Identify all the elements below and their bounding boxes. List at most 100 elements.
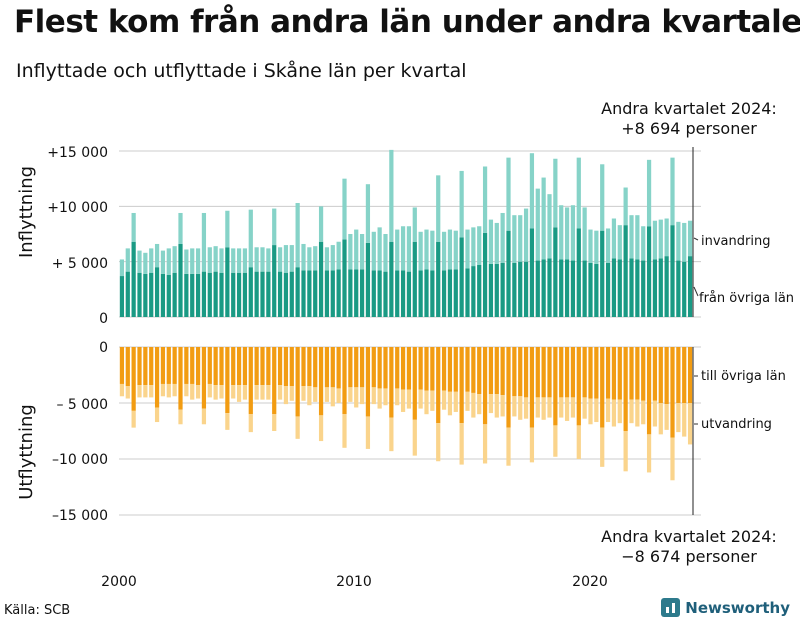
- bar-invandring-75: [559, 205, 564, 260]
- bar-till-ovriga-lan-93: [664, 347, 669, 405]
- bar-utvandring-47: [395, 388, 400, 406]
- bar-till-ovriga-lan-94: [670, 347, 675, 438]
- bar-fran-ovriga-lan-50: [412, 241, 417, 317]
- bar-invandring-37: [336, 241, 341, 270]
- bar-till-ovriga-lan-41: [359, 347, 365, 388]
- bar-invandring-94: [670, 157, 675, 226]
- bar-invandring-43: [371, 231, 376, 271]
- bar-fran-ovriga-lan-30: [295, 267, 300, 317]
- bar-till-ovriga-lan-61: [477, 347, 482, 395]
- bar-till-ovriga-lan-26: [272, 347, 277, 415]
- bar-fran-ovriga-lan-68: [518, 261, 523, 317]
- bar-fran-ovriga-lan-71: [535, 260, 540, 317]
- bar-utvandring-74: [553, 425, 558, 457]
- bar-utvandring-21: [242, 385, 248, 400]
- bar-till-ovriga-lan-51: [418, 347, 423, 390]
- bar-till-ovriga-lan-58: [459, 347, 464, 424]
- bar-fran-ovriga-lan-10: [178, 243, 183, 317]
- bar-fran-ovriga-lan-44: [377, 270, 382, 317]
- bar-fran-ovriga-lan-31: [301, 270, 306, 317]
- bar-invandring-9: [172, 246, 177, 273]
- bar-invandring-50: [412, 207, 417, 242]
- bar-till-ovriga-lan-36: [330, 347, 335, 388]
- bar-fran-ovriga-lan-77: [570, 260, 576, 317]
- bar-utvandring-89: [641, 400, 646, 425]
- bar-utvandring-51: [418, 389, 423, 409]
- bar-utvandring-17: [219, 385, 224, 399]
- bar-fran-ovriga-lan-60: [471, 266, 476, 317]
- y-label-outflow: Utflyttning: [16, 404, 37, 500]
- y-label-inflow: Inflyttning: [16, 166, 37, 258]
- bar-till-ovriga-lan-62: [482, 347, 488, 425]
- bar-till-ovriga-lan-53: [430, 347, 435, 391]
- source-note: Källa: SCB: [4, 603, 71, 618]
- bar-invandring-48: [400, 226, 406, 271]
- bar-till-ovriga-lan-9: [172, 347, 177, 384]
- bar-invandring-64: [494, 222, 499, 264]
- bar-till-ovriga-lan-81: [594, 347, 599, 399]
- bar-fran-ovriga-lan-52: [424, 269, 429, 317]
- bar-utvandring-86: [623, 431, 628, 472]
- bar-till-ovriga-lan-22: [248, 347, 253, 415]
- bar-fran-ovriga-lan-22: [248, 267, 253, 317]
- bar-invandring-6: [154, 243, 160, 268]
- bar-fran-ovriga-lan-63: [488, 263, 494, 317]
- bar-fran-ovriga-lan-25: [266, 271, 271, 317]
- bar-invandring-60: [471, 227, 476, 267]
- bar-invandring-49: [406, 226, 412, 272]
- bar-invandring-15: [207, 247, 212, 273]
- bar-till-ovriga-lan-45: [383, 347, 388, 389]
- y-tick-bottom-0: 0: [99, 340, 108, 356]
- bar-utvandring-60: [471, 392, 476, 418]
- bar-till-ovriga-lan-12: [190, 347, 195, 384]
- bar-fran-ovriga-lan-28: [283, 272, 289, 317]
- bar-utvandring-71: [535, 397, 540, 418]
- bar-utvandring-30: [295, 416, 300, 439]
- bar-utvandring-11: [184, 383, 189, 397]
- bar-fran-ovriga-lan-79: [582, 260, 587, 317]
- leader-fran-ovriga-lan: [693, 286, 699, 297]
- bar-invandring-95: [676, 221, 681, 261]
- bar-fran-ovriga-lan-27: [277, 271, 283, 317]
- bar-till-ovriga-lan-67: [512, 347, 517, 397]
- bar-till-ovriga-lan-28: [283, 347, 289, 387]
- bar-utvandring-10: [178, 409, 183, 425]
- bar-utvandring-58: [459, 423, 464, 465]
- bar-till-ovriga-lan-29: [289, 347, 294, 387]
- bar-till-ovriga-lan-82: [600, 347, 605, 428]
- bar-utvandring-56: [447, 391, 453, 416]
- bar-utvandring-20: [236, 385, 242, 402]
- y-tick-top-0: +15 000: [47, 145, 108, 161]
- y-tick-top-1: +10 000: [47, 200, 108, 216]
- bar-till-ovriga-lan-63: [488, 347, 494, 395]
- bar-fran-ovriga-lan-62: [482, 232, 488, 317]
- bar-invandring-1: [125, 248, 130, 272]
- bar-invandring-38: [342, 178, 347, 240]
- y-tick-top-2: + 5 000: [52, 256, 108, 272]
- annotation-top-line1: Andra kvartalet 2024:: [601, 99, 777, 118]
- bar-utvandring-46: [389, 417, 394, 452]
- bar-fran-ovriga-lan-21: [242, 272, 248, 317]
- bar-fran-ovriga-lan-57: [453, 269, 458, 317]
- bar-utvandring-49: [406, 389, 412, 409]
- bar-utvandring-7: [160, 383, 166, 397]
- bar-till-ovriga-lan-43: [371, 347, 376, 388]
- bar-invandring-17: [219, 248, 224, 273]
- bar-utvandring-12: [190, 383, 195, 400]
- bar-invandring-86: [623, 187, 628, 226]
- bar-till-ovriga-lan-32: [307, 347, 312, 387]
- bar-invandring-51: [418, 231, 423, 271]
- bar-fran-ovriga-lan-19: [231, 272, 236, 317]
- bar-invandring-14: [201, 212, 207, 272]
- bar-utvandring-15: [207, 383, 212, 398]
- bar-utvandring-81: [594, 398, 599, 423]
- bar-till-ovriga-lan-46: [389, 347, 394, 418]
- bar-till-ovriga-lan-0: [119, 347, 125, 384]
- bar-fran-ovriga-lan-4: [143, 273, 148, 317]
- brand-name: Newsworthy: [685, 598, 790, 617]
- bar-fran-ovriga-lan-67: [512, 262, 517, 317]
- bar-till-ovriga-lan-25: [266, 347, 271, 386]
- bar-invandring-91: [652, 220, 658, 260]
- series-label-till-ovriga-lan: till övriga län: [701, 369, 786, 384]
- bar-fran-ovriga-lan-38: [342, 239, 347, 317]
